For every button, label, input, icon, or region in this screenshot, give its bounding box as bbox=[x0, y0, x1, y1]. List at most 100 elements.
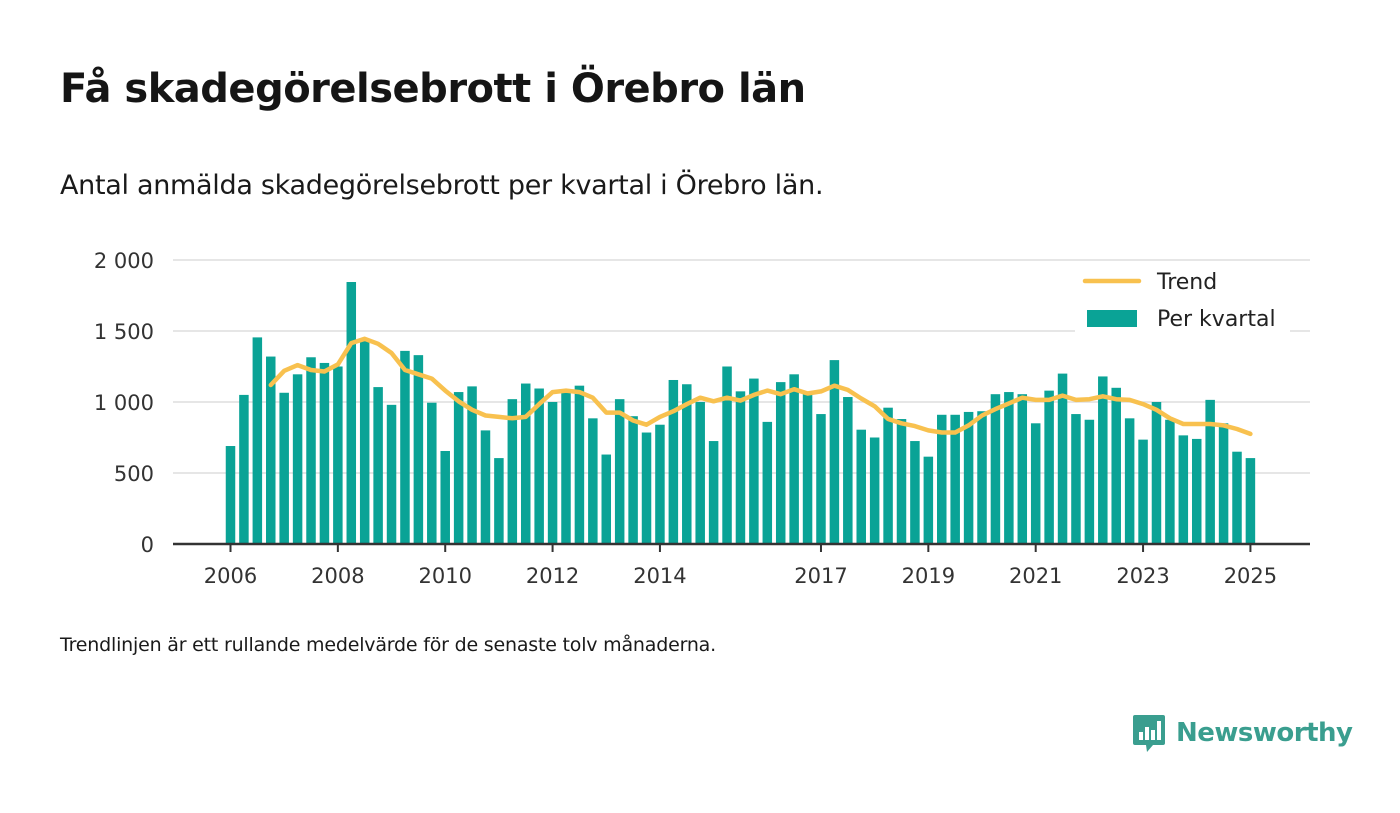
bar bbox=[252, 337, 263, 544]
x-tick-label: 2006 bbox=[204, 564, 257, 588]
chart-subtitle: Antal anmälda skadegörelsebrott per kvar… bbox=[60, 170, 824, 201]
bar bbox=[950, 414, 960, 544]
bar bbox=[440, 450, 450, 544]
bar bbox=[413, 355, 424, 544]
bar bbox=[816, 414, 826, 544]
bar bbox=[990, 394, 1001, 544]
bar bbox=[561, 391, 571, 544]
bar bbox=[1138, 439, 1148, 544]
bar bbox=[749, 378, 759, 544]
y-tick-label: 1 000 bbox=[94, 391, 154, 415]
y-tick-label: 2 000 bbox=[94, 249, 154, 273]
bar bbox=[641, 432, 652, 544]
bar bbox=[896, 419, 907, 544]
bar bbox=[1111, 387, 1121, 544]
bar bbox=[266, 356, 276, 544]
bar bbox=[1124, 418, 1135, 544]
bar bbox=[775, 382, 786, 544]
bar bbox=[668, 379, 679, 544]
x-axis-ticks: 2006 2008 2010 2012 2014 2017 2019 2021 2023 2025 bbox=[204, 544, 1277, 588]
legend-label-per-kvartal: Per kvartal bbox=[1157, 307, 1276, 332]
bar bbox=[910, 441, 920, 544]
bar bbox=[1004, 392, 1014, 544]
bar bbox=[386, 404, 397, 544]
bar bbox=[359, 340, 370, 544]
bar bbox=[1245, 458, 1256, 544]
chart-title: Få skadegörelsebrott i Örebro län bbox=[60, 66, 806, 112]
bar bbox=[306, 357, 316, 544]
bar bbox=[923, 456, 934, 544]
bar bbox=[400, 350, 410, 544]
bar bbox=[453, 392, 464, 544]
bar bbox=[601, 454, 612, 544]
bar bbox=[292, 374, 303, 544]
bar bbox=[1151, 402, 1162, 544]
bar bbox=[843, 397, 853, 544]
bar bbox=[614, 399, 625, 544]
y-tick-label: 1 500 bbox=[94, 320, 154, 344]
bar bbox=[722, 366, 732, 544]
x-tick-label: 2010 bbox=[418, 564, 471, 588]
bar bbox=[507, 399, 518, 544]
bar bbox=[588, 418, 598, 544]
brand-name: Newsworthy bbox=[1176, 718, 1353, 748]
bar bbox=[547, 402, 558, 544]
footnote: Trendlinjen är ett rullande medelvärde f… bbox=[60, 634, 716, 656]
bar bbox=[789, 374, 799, 544]
bar bbox=[319, 362, 330, 544]
bar bbox=[1071, 414, 1081, 544]
bar bbox=[1232, 451, 1242, 544]
bar bbox=[829, 360, 840, 544]
bar bbox=[346, 282, 357, 544]
x-tick-label: 2019 bbox=[902, 564, 955, 588]
x-tick-label: 2017 bbox=[794, 564, 847, 588]
legend-swatch-per-kvartal bbox=[1087, 310, 1137, 327]
bar bbox=[239, 394, 249, 544]
x-tick-label: 2014 bbox=[633, 564, 686, 588]
bar bbox=[279, 392, 289, 544]
bar bbox=[1030, 423, 1041, 544]
bar bbox=[1191, 438, 1202, 544]
bar bbox=[333, 366, 343, 544]
bar bbox=[628, 416, 638, 544]
bar bbox=[1084, 419, 1095, 544]
bar bbox=[883, 407, 893, 544]
bar bbox=[1098, 376, 1108, 544]
bar bbox=[695, 402, 705, 544]
bar bbox=[856, 429, 866, 544]
x-tick-label: 2012 bbox=[526, 564, 579, 588]
bar-series-per-kvartal bbox=[225, 282, 1256, 544]
bar bbox=[708, 441, 719, 544]
y-tick-label: 0 bbox=[141, 533, 154, 557]
bar bbox=[574, 385, 585, 544]
bar bbox=[494, 458, 504, 544]
bar bbox=[802, 394, 813, 544]
bar bbox=[762, 421, 773, 544]
bar bbox=[373, 387, 383, 544]
bar bbox=[963, 411, 974, 544]
bar bbox=[937, 414, 947, 544]
bar-chart: 0 500 1 000 1 500 2 000 2006 2008 2010 2012 2014… bbox=[94, 249, 1310, 588]
bar bbox=[534, 388, 544, 544]
bar bbox=[1057, 373, 1068, 544]
bar bbox=[1165, 419, 1175, 544]
trend-line bbox=[268, 336, 1253, 437]
legend: Trend Per kvartal bbox=[1075, 262, 1290, 338]
bar bbox=[1218, 423, 1229, 544]
bar bbox=[1017, 394, 1028, 544]
newsworthy-logo-icon bbox=[1133, 715, 1165, 752]
bar bbox=[682, 384, 692, 544]
bar bbox=[977, 411, 987, 544]
x-tick-label: 2008 bbox=[311, 564, 364, 588]
bar bbox=[1178, 435, 1189, 544]
bar bbox=[225, 446, 236, 544]
x-tick-label: 2021 bbox=[1009, 564, 1062, 588]
bar bbox=[1044, 390, 1054, 544]
y-axis-ticks: 0 500 1 000 1 500 2 000 bbox=[94, 249, 154, 557]
bar bbox=[1205, 399, 1215, 544]
x-tick-label: 2025 bbox=[1224, 564, 1277, 588]
x-tick-label: 2023 bbox=[1116, 564, 1169, 588]
bar bbox=[869, 437, 880, 544]
bar bbox=[655, 424, 665, 544]
brand-logo: Newsworthy bbox=[1132, 712, 1353, 754]
